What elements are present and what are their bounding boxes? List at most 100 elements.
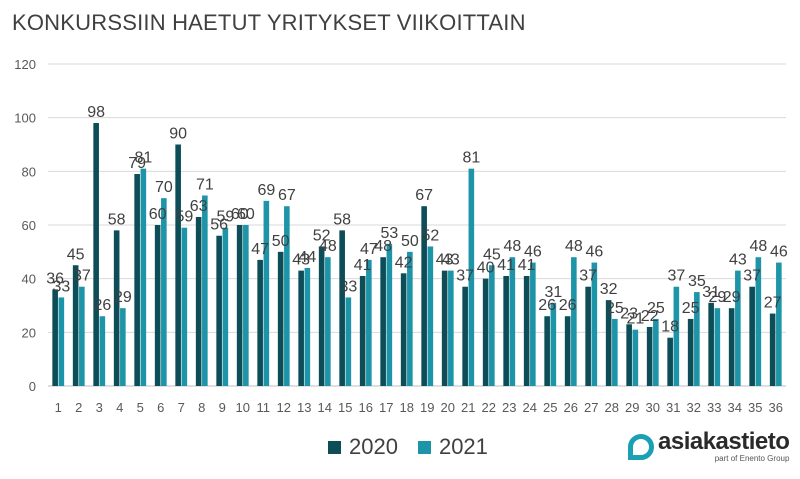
data-label-2020-week-7: 90: [169, 126, 187, 143]
data-label-2021-week-25: 31: [544, 284, 562, 301]
bar-2020-week-13: [298, 270, 304, 386]
data-label-2021-week-28: 25: [606, 300, 624, 317]
data-label-2020-week-35: 37: [743, 268, 761, 285]
logo-name: asiakastieto: [658, 428, 790, 455]
x-tick-label: 18: [400, 400, 414, 415]
bar-2021-week-36: [776, 262, 782, 386]
bar-2021-week-29: [632, 329, 639, 386]
data-label-2020-week-24: 41: [518, 257, 536, 274]
x-tick-label: 24: [523, 400, 537, 415]
bar-2021-week-8: [202, 195, 208, 386]
x-tick-label: 22: [482, 400, 496, 415]
bar-2021-week-10: [243, 225, 249, 386]
x-tick-label: 28: [605, 400, 619, 415]
data-label-2021-week-8: 71: [196, 176, 214, 193]
data-label-2021-week-7: 59: [175, 209, 193, 226]
data-label-2020-week-29: 23: [620, 305, 638, 322]
data-label-2021-week-34: 43: [729, 252, 747, 269]
x-tick-label: 36: [769, 400, 783, 415]
x-tick-label: 11: [257, 400, 271, 415]
data-label-2021-week-30: 25: [647, 300, 665, 317]
bar-2021-week-28: [612, 318, 618, 386]
data-label-2021-week-6: 70: [155, 179, 173, 196]
data-label-2020-week-11: 47: [251, 241, 269, 258]
bar-2021-week-7: [181, 227, 188, 386]
x-tick-label: 27: [584, 400, 598, 415]
data-label-2020-week-9: 56: [210, 217, 228, 234]
bar-2020-week-17: [380, 257, 386, 386]
bar-2020-week-20: [441, 270, 448, 386]
bar-2021-week-6: [161, 198, 167, 386]
bar-2020-week-7: [175, 144, 181, 386]
bar-2021-week-20: [448, 270, 454, 386]
data-label-2020-week-30: 22: [641, 308, 659, 325]
data-label-2021-week-2: 37: [73, 268, 91, 285]
location-pin-icon: [628, 433, 654, 460]
data-label-2020-week-22: 40: [477, 260, 495, 277]
data-label-2021-week-24: 46: [524, 244, 542, 261]
x-tick-label: 9: [219, 400, 226, 415]
y-tick-label: 100: [14, 111, 36, 126]
data-label-2021-week-23: 48: [503, 238, 521, 255]
data-label-2020-week-19: 67: [415, 187, 433, 204]
y-tick-label: 0: [29, 379, 36, 394]
data-label-2020-week-17: 48: [374, 238, 392, 255]
y-tick-label: 120: [14, 57, 36, 72]
legend: 2020 2021: [328, 434, 488, 460]
data-label-2020-week-3: 98: [87, 104, 105, 121]
bar-2021-week-23: [509, 257, 516, 386]
data-label-2021-week-33: 29: [708, 289, 726, 306]
bar-2020-week-5: [134, 174, 140, 386]
bar-2021-week-16: [366, 259, 372, 386]
data-label-2021-week-15: 33: [339, 278, 357, 295]
bar-2020-week-33: [708, 302, 714, 386]
x-tick-label: 32: [687, 400, 701, 415]
chart-title: KONKURSSIIN HAETUT YRITYKSET VIIKOITTAIN: [12, 10, 526, 35]
bar-2020-week-29: [626, 324, 632, 386]
bar-2020-week-32: [687, 318, 694, 386]
x-tick-label: 19: [420, 400, 434, 415]
bar-2020-week-3: [93, 123, 99, 387]
bar-2021-week-13: [304, 267, 311, 386]
data-label-2020-week-1: 36: [46, 270, 64, 287]
x-tick-label: 10: [236, 400, 250, 415]
bar-2021-week-15: [345, 297, 352, 386]
bar-2021-week-24: [530, 262, 536, 386]
x-tick-label: 17: [379, 400, 393, 415]
bar-2020-week-15: [339, 230, 345, 386]
x-tick-label: 31: [666, 400, 680, 415]
data-label-2020-week-33: 31: [702, 284, 720, 301]
bar-2021-week-14: [325, 257, 331, 386]
data-label-2020-week-34: 29: [723, 289, 741, 306]
data-label-2021-week-27: 46: [585, 244, 603, 261]
data-label-2021-week-9: 59: [216, 209, 234, 226]
bar-2021-week-5: [140, 168, 147, 386]
bar-2020-week-25: [544, 316, 550, 386]
legend-swatch-2020: [328, 440, 341, 454]
data-label-2020-week-23: 41: [497, 257, 515, 274]
bar-2020-week-16: [359, 275, 366, 386]
x-tick-label: 14: [318, 400, 332, 415]
data-label-2020-week-31: 18: [661, 319, 679, 336]
data-label-2020-week-6: 60: [149, 206, 167, 223]
x-tick-label: 30: [646, 400, 660, 415]
y-tick-label: 40: [22, 272, 36, 287]
data-label-2021-week-10: 60: [237, 206, 255, 223]
data-label-2020-week-2: 45: [67, 246, 85, 263]
bar-2020-week-27: [585, 286, 591, 386]
y-tick-label: 80: [22, 164, 36, 179]
data-label-2021-week-26: 48: [565, 238, 583, 255]
bar-2021-week-35: [755, 257, 762, 386]
x-tick-label: 16: [359, 400, 373, 415]
logo-subtitle: part of Enento Group: [714, 454, 790, 463]
data-label-2021-week-22: 45: [483, 246, 501, 263]
bar-2020-week-19: [421, 206, 427, 386]
data-label-2021-week-13: 44: [298, 249, 316, 266]
data-label-2021-week-4: 29: [114, 289, 132, 306]
x-tick-label: 2: [75, 400, 82, 415]
bar-2021-week-32: [694, 292, 700, 386]
x-tick-label: 26: [564, 400, 578, 415]
data-label-2020-week-14: 52: [313, 227, 331, 244]
x-tick-label: 15: [338, 400, 352, 415]
bar-2020-week-21: [462, 286, 468, 386]
